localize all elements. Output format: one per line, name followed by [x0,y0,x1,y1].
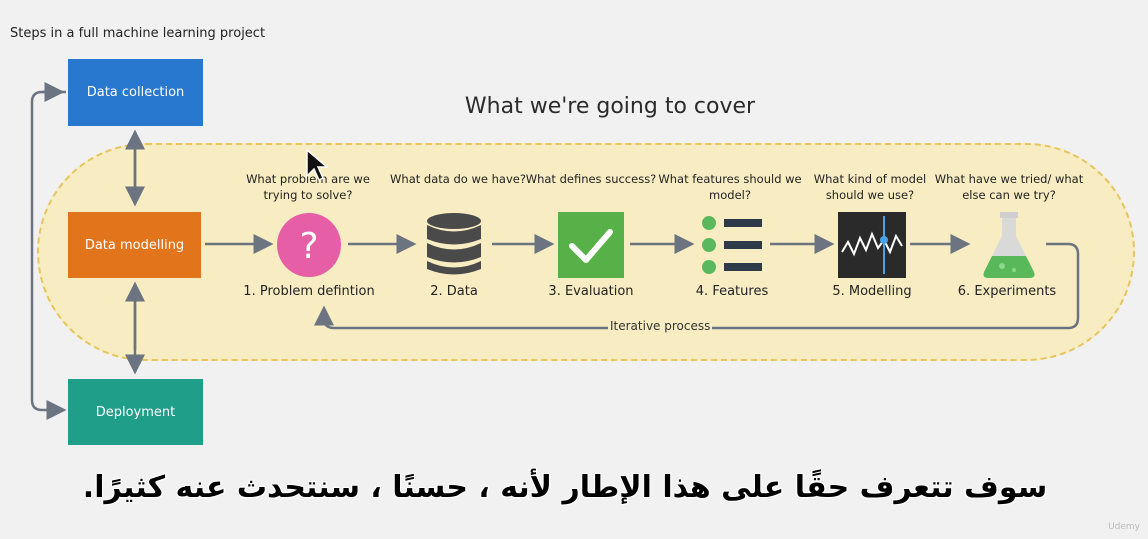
data-collection-box: Data collection [68,59,203,126]
svg-text:?: ? [299,226,318,267]
step-6-label: 6. Experiments [957,284,1057,299]
data-collection-label: Data collection [86,85,185,100]
data-modelling-label: Data modelling [84,237,185,253]
database-icon [427,213,481,275]
step-4-question: What features should we model? [658,172,802,202]
model-chart-icon [838,212,906,278]
step-2-question: What data do we have? [390,172,526,186]
cover-title: What we're going to cover [464,94,756,119]
flask-icon [983,212,1035,278]
deployment-box: Deployment [68,379,203,445]
step-2-label: 2. Data [430,284,478,299]
video-subtitle: سوف تتعرف حقًا على هذا الإطار لأنه ، حسن… [82,470,1048,505]
checkmark-icon [558,212,624,278]
data-modelling-box: Data modelling [68,212,201,278]
deployment-label: Deployment [95,404,176,420]
question-icon: ? [277,213,341,277]
step-6-question: What have we tried/ what else can we try… [934,172,1084,202]
iterative-process-label: Iterative process [608,319,713,333]
udemy-watermark: Udemy [1108,522,1140,532]
step-1-label: 1. Problem defintion [243,284,375,299]
step-5-question: What kind of model should we use? [813,172,927,202]
features-list-icon [702,216,762,274]
step-5-label: 5. Modelling [832,284,912,299]
mouse-cursor-icon [306,148,329,182]
step-3-label: 3. Evaluation [548,284,634,299]
step-4-label: 4. Features [695,284,769,299]
step-3-question: What defines success? [525,172,657,186]
step-1-question: What problem are we trying to solve? [246,172,370,202]
page-title: Steps in a full machine learning project [10,26,266,41]
